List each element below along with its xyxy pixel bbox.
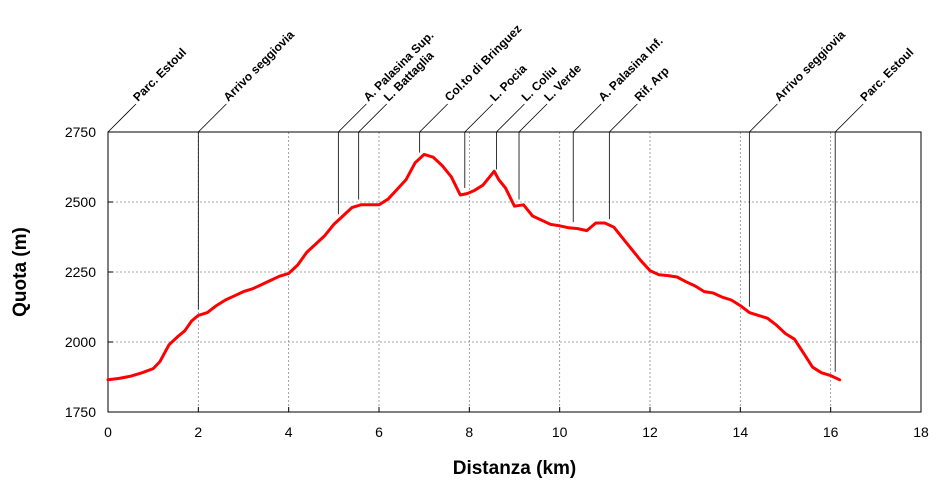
x-axis-ticks: 0 2 4 6 8 10 12 14 16 18 <box>104 407 929 440</box>
waypoint-leader <box>338 103 367 133</box>
waypoint-label: Col.to di Bringuez <box>442 22 524 104</box>
x-tick-label: 18 <box>913 424 929 440</box>
x-tick-label: 10 <box>552 424 568 440</box>
elevation-line <box>106 152 842 382</box>
x-tick-label: 0 <box>104 424 112 440</box>
grid <box>108 132 921 412</box>
waypoint-label: Arrivo seggiovia <box>772 28 849 105</box>
waypoint-label: Arrivo seggiovia <box>221 28 298 105</box>
waypoint-leader <box>572 103 602 133</box>
x-tick-label: 4 <box>285 424 293 440</box>
waypoint-leader <box>198 103 227 133</box>
y-tick-label: 2250 <box>65 264 96 280</box>
waypoint-markers: Parc. Estoul Arrivo seggiovia A. Palasina … <box>107 22 916 374</box>
x-tick-label: 12 <box>642 424 658 440</box>
x-tick-label: 8 <box>465 424 473 440</box>
waypoint-leader <box>419 103 448 133</box>
y-tick-label: 2500 <box>65 194 96 210</box>
waypoint-label: Parc. Estoul <box>857 45 916 104</box>
y-tick-label: 2000 <box>65 334 96 350</box>
waypoint-leader <box>496 103 525 133</box>
waypoint-leader <box>609 103 638 133</box>
waypoint-leader <box>518 103 548 133</box>
waypoint-leader <box>834 103 864 133</box>
x-tick-label: 16 <box>823 424 839 440</box>
x-tick-label: 14 <box>733 424 749 440</box>
y-tick-label: 2750 <box>65 124 96 140</box>
waypoint-leader <box>464 103 494 133</box>
waypoint-label: Parc. Estoul <box>130 45 189 104</box>
waypoint-leader <box>358 103 387 133</box>
x-tick-label: 6 <box>375 424 383 440</box>
x-axis-title: Distanza (km) <box>453 458 577 479</box>
waypoint-leader <box>749 103 778 133</box>
x-tick-label: 2 <box>194 424 202 440</box>
waypoint-label: A. Palasina Inf. <box>595 34 665 104</box>
y-axis-ticks: 1750 2000 2250 2500 2750 <box>65 124 113 420</box>
y-axis-title: Quota (m) <box>10 227 31 317</box>
y-tick-label: 1750 <box>65 404 96 420</box>
waypoint-leader <box>107 103 137 133</box>
